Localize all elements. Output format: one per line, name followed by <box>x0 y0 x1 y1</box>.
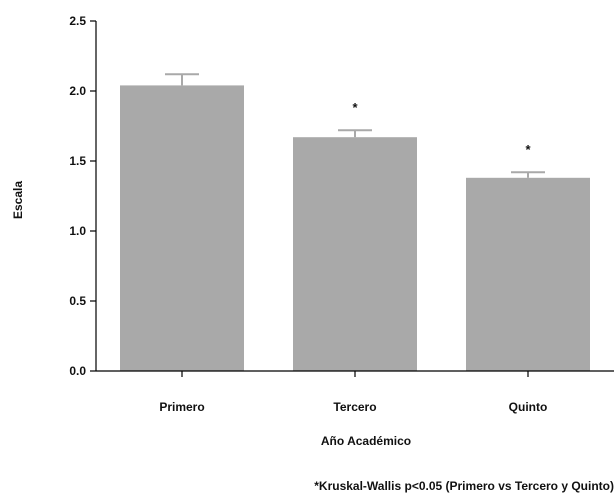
y-tick-label: 0.5 <box>69 294 86 308</box>
bar <box>120 85 244 372</box>
y-axis-title: Escala <box>11 181 25 219</box>
bar <box>293 137 417 371</box>
y-axis: 0.0 0.5 1.0 1.5 2.0 2.5 <box>69 14 97 378</box>
x-axis: Primero Tercero Quinto <box>96 370 614 414</box>
footnote: *Kruskal-Wallis p<0.05 (Primero vs Terce… <box>314 479 614 493</box>
x-axis-title: Año Académico <box>321 434 411 448</box>
y-tick-label: 2.5 <box>69 14 86 28</box>
y-tick-label: 2.0 <box>69 84 86 98</box>
bars: ** <box>120 73 590 372</box>
x-tick-label: Tercero <box>333 400 376 414</box>
bar <box>466 177 590 371</box>
significance-marker: * <box>525 142 531 157</box>
significance-marker: * <box>352 100 358 115</box>
y-tick-label: 0.0 <box>69 364 86 378</box>
y-tick-label: 1.0 <box>69 224 86 238</box>
y-tick-label: 1.5 <box>69 154 86 168</box>
x-tick-label: Quinto <box>509 400 548 414</box>
x-tick-label: Primero <box>159 400 204 414</box>
